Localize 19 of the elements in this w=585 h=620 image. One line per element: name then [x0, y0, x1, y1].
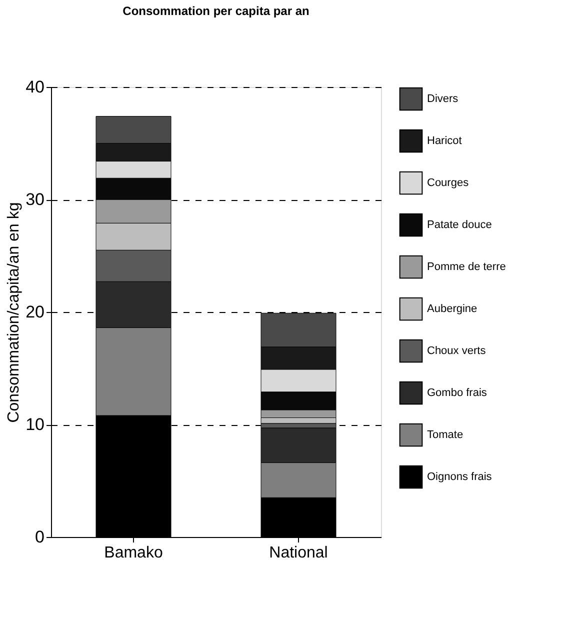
x-tick-label: Bamako	[104, 544, 163, 562]
legend-label: Divers	[427, 93, 459, 105]
y-axis-title: Consommation/capita/an en kg	[6, 202, 23, 423]
y-tick-label: 40	[26, 78, 44, 96]
legend-label: Gombo frais	[427, 387, 488, 399]
legend-label: Patate douce	[427, 219, 492, 231]
legend-label: Tomate	[427, 429, 464, 441]
legend-label: Oignons frais	[427, 471, 492, 483]
legend-label: Pomme de terre	[427, 261, 506, 273]
legend-label: Haricot	[427, 135, 462, 147]
legend-label: Aubergine	[427, 303, 478, 315]
y-tick-label: 30	[26, 190, 44, 209]
chart-title: Consommation per capita par an	[122, 4, 310, 18]
y-tick-label: 20	[26, 302, 44, 322]
legend-label: Courges	[427, 177, 470, 189]
y-tick-label: 10	[26, 415, 44, 434]
x-tick-label: National	[269, 544, 328, 562]
y-tick-label: 0	[35, 528, 44, 546]
legend-label: Choux verts	[427, 345, 486, 357]
